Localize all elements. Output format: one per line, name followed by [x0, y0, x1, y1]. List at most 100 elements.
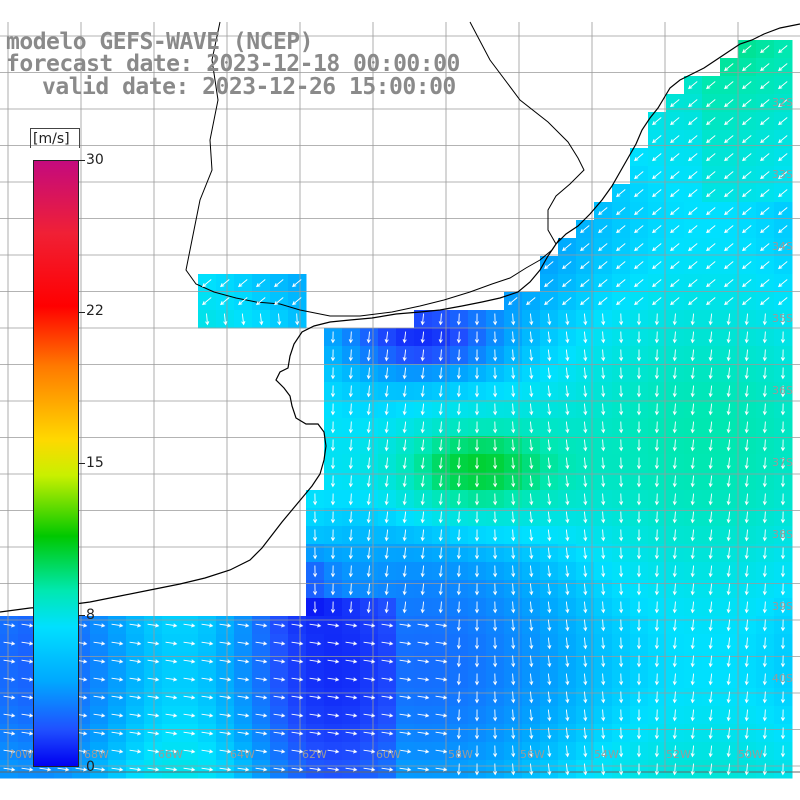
wind-arrow — [762, 421, 767, 434]
wind-arrow — [420, 511, 425, 524]
wind-arrow — [690, 457, 695, 470]
wind-arrow — [330, 565, 336, 578]
wind-arrow — [762, 637, 767, 650]
lat-label: 39S — [772, 600, 793, 613]
wind-arrow — [456, 637, 461, 650]
wind-arrow — [636, 691, 642, 704]
wind-arrow — [601, 655, 606, 668]
wind-arrow — [511, 619, 516, 632]
wind-arrow — [598, 243, 608, 252]
wind-arrow — [399, 623, 412, 628]
wind-arrow — [565, 493, 570, 506]
wind-arrow — [291, 713, 304, 718]
wind-arrow — [456, 439, 461, 452]
wind-arrow — [601, 673, 606, 686]
wind-arrow — [636, 511, 642, 524]
wind-arrow — [619, 457, 624, 470]
wind-arrow — [111, 623, 124, 628]
wind-arrow — [438, 385, 443, 398]
wind-arrow — [438, 565, 443, 578]
wind-arrow — [381, 731, 394, 736]
wind-arrow — [165, 767, 178, 772]
wind-arrow — [402, 529, 407, 542]
wind-arrow — [291, 695, 304, 700]
wind-arrow — [690, 655, 695, 668]
wind-arrow — [708, 673, 713, 686]
wind-arrow — [672, 529, 677, 542]
wind-arrow — [565, 673, 570, 686]
wind-arrow — [402, 601, 407, 614]
wind-arrow — [363, 677, 376, 682]
wind-arrow — [565, 637, 570, 650]
wind-arrow — [601, 439, 606, 452]
wind-arrow — [273, 713, 286, 718]
wind-arrow — [547, 619, 552, 632]
wind-arrow — [744, 619, 749, 632]
wind-arrow — [274, 297, 284, 306]
wind-arrow — [219, 677, 232, 682]
wind-arrow — [744, 349, 749, 362]
wind-arrow — [616, 243, 626, 252]
wind-arrow — [493, 493, 498, 506]
forecast-date: forecast date: 2023-12-18 00:00:00 — [6, 51, 460, 77]
wind-arrow — [93, 713, 106, 718]
wind-arrow — [312, 583, 318, 596]
wind-arrow — [3, 695, 16, 700]
wind-arrow — [402, 475, 407, 488]
wind-arrow — [165, 695, 178, 700]
wind-arrow — [760, 297, 770, 306]
wind-arrow — [760, 207, 770, 216]
wind-arrow — [636, 727, 642, 740]
wind-arrow — [21, 623, 34, 628]
wind-arrow — [742, 261, 752, 270]
wind-arrow — [708, 601, 713, 614]
wind-arrow — [636, 421, 642, 434]
wind-arrow — [654, 619, 659, 632]
wind-arrow — [474, 673, 480, 686]
wind-arrow — [511, 583, 516, 596]
wind-arrow — [402, 511, 407, 524]
wind-arrow — [634, 189, 644, 198]
wind-arrow — [583, 421, 588, 434]
wind-arrow — [529, 331, 534, 344]
wind-arrow — [562, 279, 572, 288]
wind-arrow — [742, 171, 752, 180]
wind-arrow — [762, 493, 767, 506]
lon-label: 68W — [84, 748, 109, 761]
wind-arrow — [327, 767, 340, 772]
wind-arrow — [330, 529, 336, 542]
wind-arrow — [345, 677, 358, 682]
wind-arrow — [636, 547, 642, 560]
wind-arrow — [601, 601, 606, 614]
wind-arrow — [327, 713, 340, 718]
wind-arrow — [778, 153, 788, 162]
wind-arrow — [111, 659, 124, 664]
wind-arrow — [601, 367, 606, 380]
wind-arrow — [598, 207, 608, 216]
wind-arrow — [762, 439, 767, 452]
wind-arrow — [616, 297, 626, 306]
wind-arrow — [654, 349, 659, 362]
wind-arrow — [511, 547, 516, 560]
colorbar-tick-22: 22 — [86, 303, 104, 319]
wind-arrow — [726, 511, 731, 524]
wind-arrow — [780, 691, 786, 704]
wind-arrow — [456, 619, 461, 632]
wind-arrow — [619, 331, 624, 344]
wind-arrow — [744, 457, 749, 470]
wind-arrow — [493, 457, 498, 470]
wind-arrow — [529, 511, 534, 524]
wind-arrow — [670, 189, 680, 198]
wind-arrow — [165, 677, 178, 682]
wind-arrow — [366, 439, 371, 452]
wind-arrow — [291, 677, 304, 682]
wind-arrow — [201, 623, 214, 628]
wind-arrow — [744, 367, 749, 380]
wind-arrow — [147, 731, 160, 736]
wind-arrow — [183, 623, 196, 628]
wind-arrow — [111, 641, 124, 646]
wind-arrow — [21, 641, 34, 646]
wind-arrow — [493, 637, 498, 650]
wind-arrow — [202, 297, 212, 306]
wind-arrow — [742, 135, 752, 144]
